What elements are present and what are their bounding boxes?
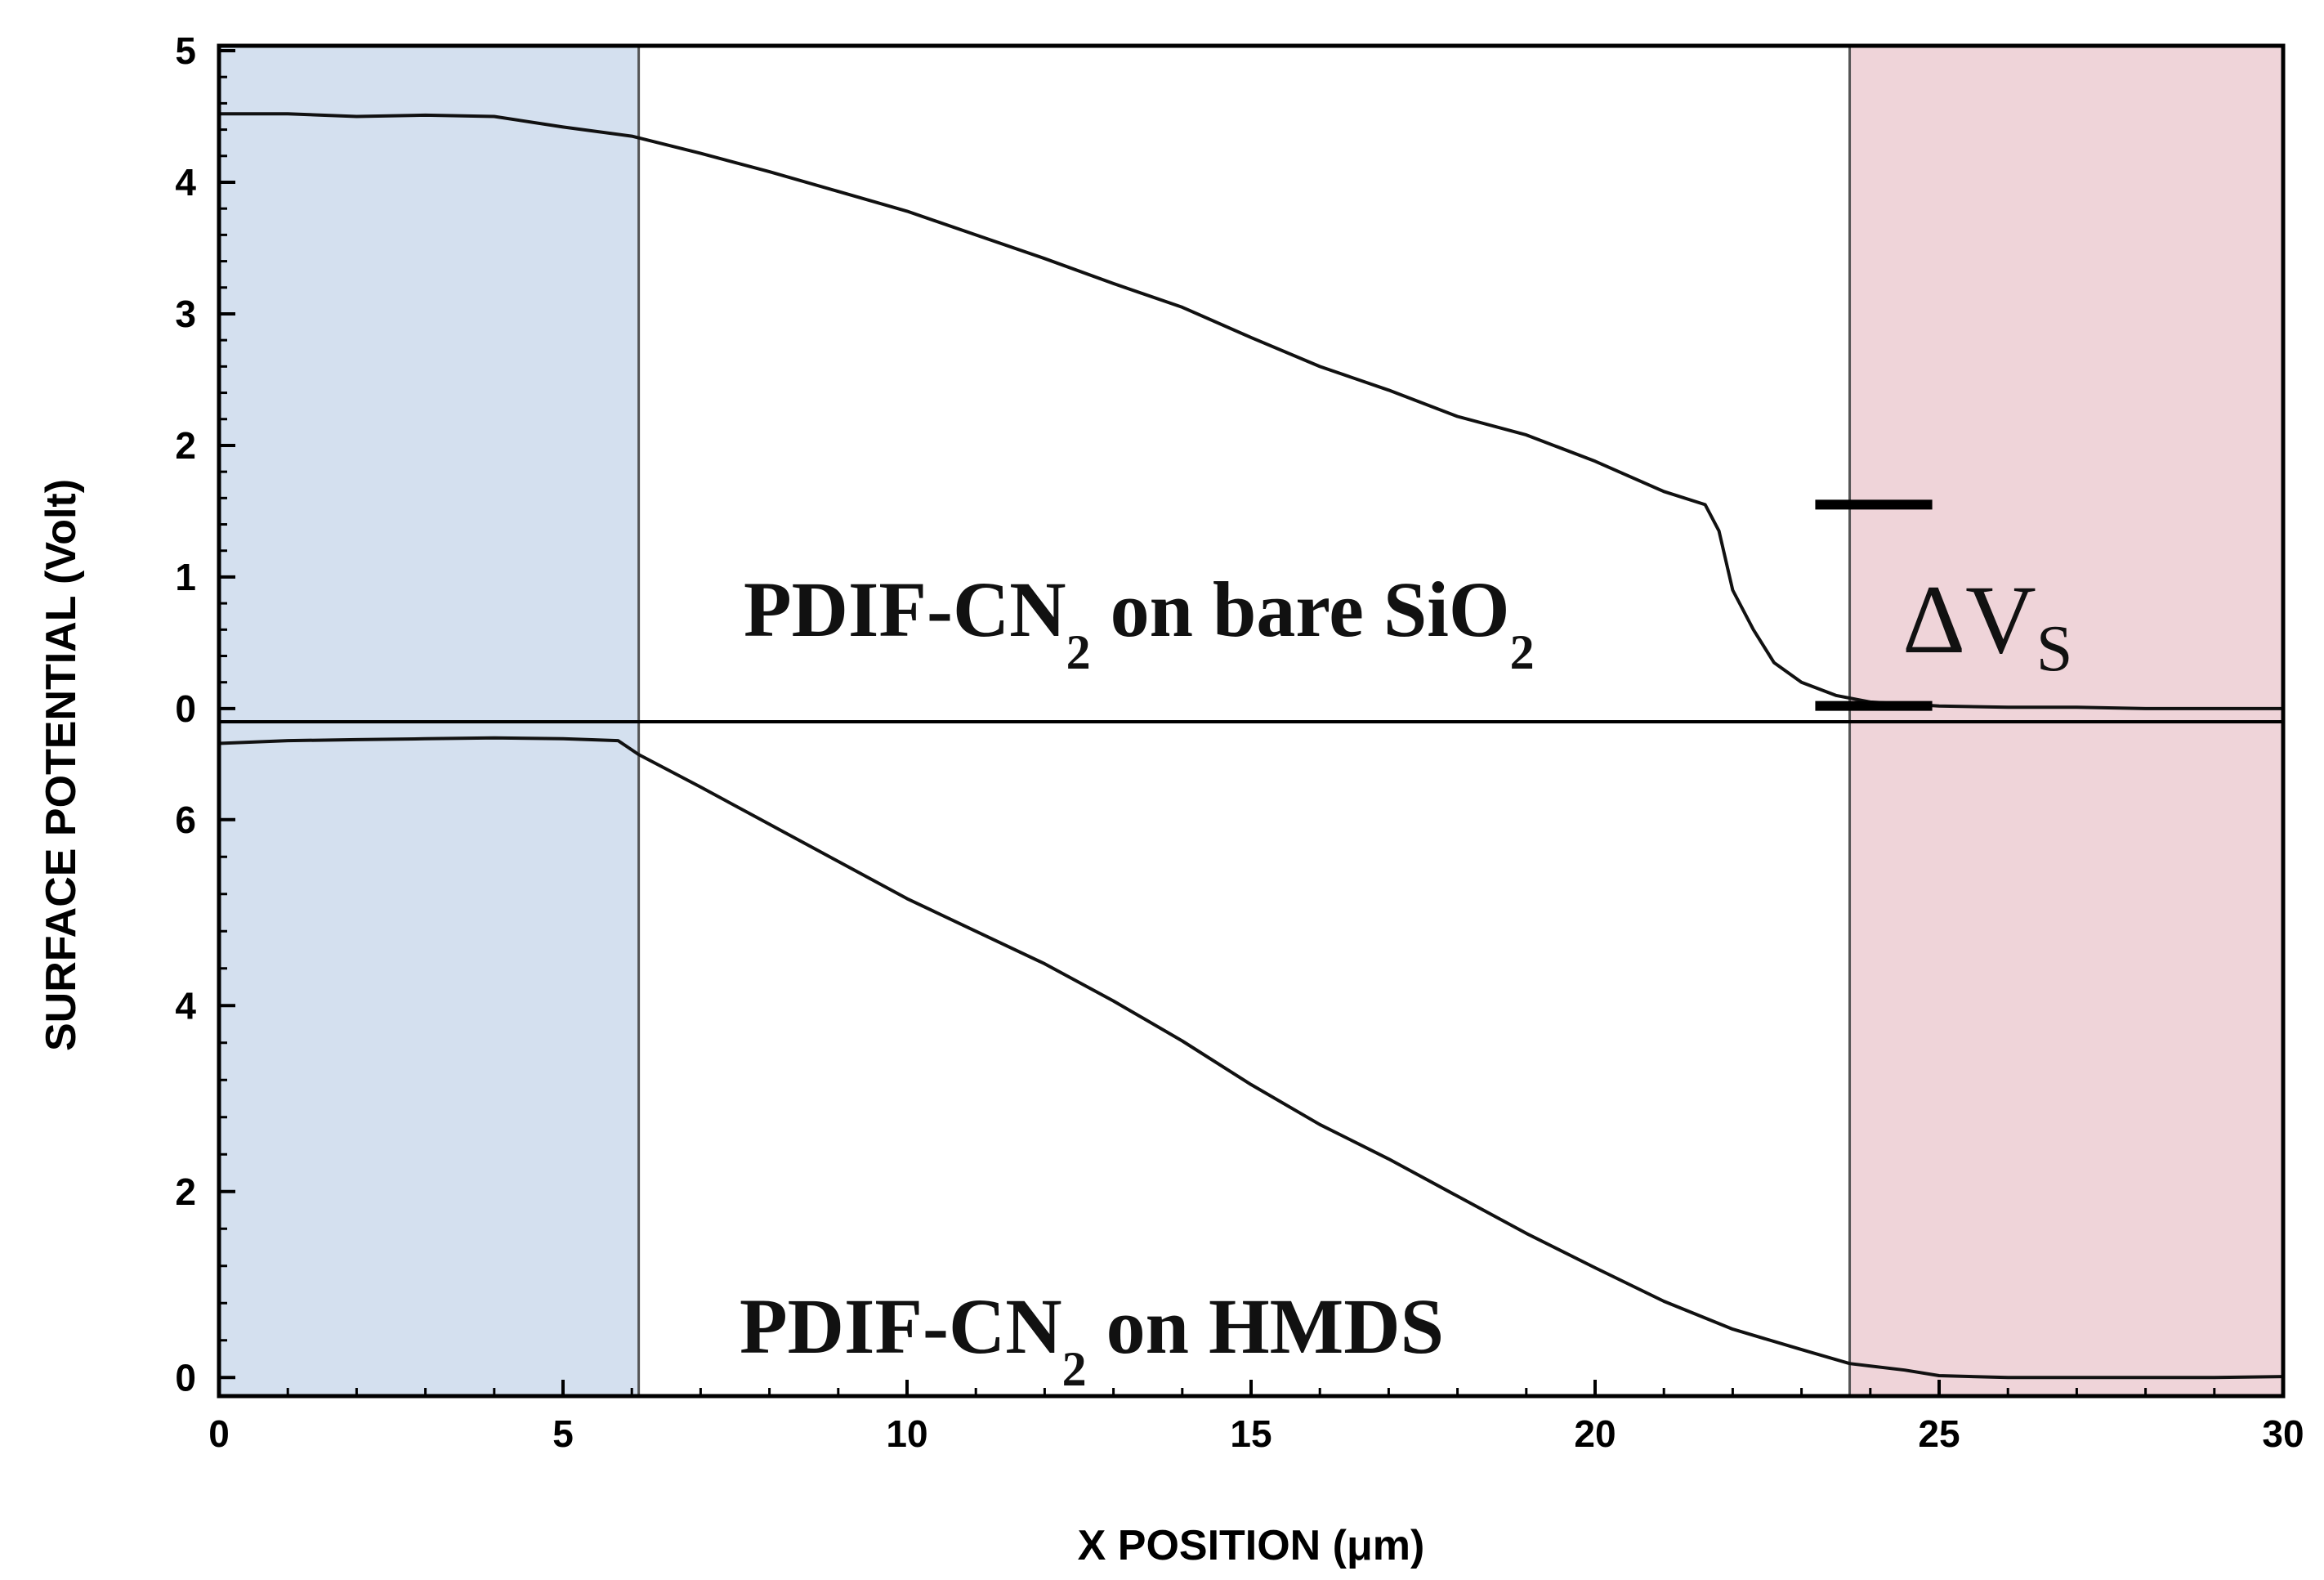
x-tick-label: 5 (552, 1412, 574, 1455)
delta-vs-sub: S (2036, 613, 2073, 685)
y-tick-label-bottom: 0 (175, 1356, 196, 1399)
x-axis-title: X POSITION (μm) (1078, 1522, 1425, 1569)
delta-vs-main: ΔV (1902, 565, 2036, 674)
tick-labels: 0 5 10 15 20 25 30 0 1 2 3 4 5 0 2 4 6 (175, 29, 2304, 1455)
y-tick-label-bottom: 2 (175, 1170, 196, 1213)
y-tick-label-top: 5 (175, 29, 196, 72)
top-annot-sub2: 2 (1510, 625, 1535, 679)
y-tick-label-bottom: 6 (175, 799, 196, 841)
y-tick-label-top: 2 (175, 424, 196, 467)
plot-frame (217, 43, 2286, 1399)
y-tick-label-top: 3 (175, 293, 196, 335)
top-annot-main: PDIF-CN (744, 566, 1066, 653)
top-annot-sub: 2 (1066, 625, 1091, 679)
y-tick-label-bottom: 4 (175, 984, 196, 1027)
x-tick-label: 0 (208, 1412, 230, 1455)
y-tick-label-top: 1 (175, 556, 196, 598)
bottom-annot-sub: 2 (1062, 1342, 1087, 1396)
bottom-annot-rest: on HMDS (1087, 1282, 1444, 1370)
bottom-series-annotation: PDIF-CN2 on HMDS (740, 1282, 1444, 1396)
bottom-annot-main: PDIF-CN (740, 1282, 1062, 1370)
x-tick-label: 10 (886, 1412, 927, 1455)
y-tick-label-top: 4 (175, 161, 196, 204)
x-tick-label: 15 (1230, 1412, 1271, 1455)
x-tick-label: 20 (1574, 1412, 1616, 1455)
top-series-annotation: PDIF-CN2 on bare SiO2 (744, 566, 1535, 679)
x-tick-label: 30 (2262, 1412, 2304, 1455)
delta-vs-annotation: ΔVS (1902, 565, 2072, 685)
series-line-bottom (218, 736, 2284, 1380)
y-axis-title: SURFACE POTENTIAL (Volt) (38, 479, 85, 1051)
x-tick-label: 25 (1918, 1412, 1960, 1455)
top-annot-rest: on bare SiO (1091, 566, 1510, 653)
y-tick-label-top: 0 (175, 687, 196, 730)
